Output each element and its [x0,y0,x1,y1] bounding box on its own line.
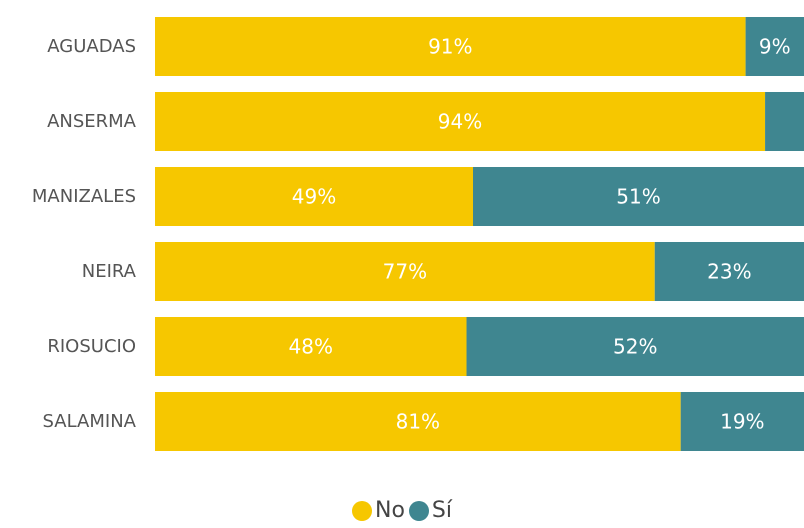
legend-item-si: Sí [408,498,452,523]
data-label-no: 48% [289,335,333,359]
category-label: AGUADAS [47,36,136,57]
data-labels: 91% 9% 94% 49% 51% 77% 23% 48% 52% 81% 19% [289,35,791,434]
data-label-si: 19% [720,410,764,434]
bar-segment-si [765,92,804,151]
bar-segment-si [473,167,804,226]
bar-segment-si [466,317,804,376]
bars [155,17,804,451]
data-label-no: 94% [438,110,482,134]
legend-swatch-si [408,500,429,521]
legend-label-si: Sí [431,498,452,523]
bar-segment-no [155,242,655,301]
bar-segment-no [155,317,467,376]
data-label-si: 51% [616,185,660,209]
bar-segment-si [680,392,804,451]
category-label: ANSERMA [47,111,137,132]
bar-segment-no [155,92,766,151]
legend-swatch-no [352,500,372,521]
bar-segment-si [745,17,804,76]
category-label: RIOSUCIO [47,336,136,357]
data-label-no: 81% [396,410,440,434]
category-labels: AGUADAS ANSERMA MANIZALES NEIRA RIOSUCIO SALA… [32,36,137,432]
category-label: SALAMINA [43,411,137,432]
bar-segment-si [654,242,804,301]
bar-segment-no [155,167,474,226]
legend-label-no: No [375,498,405,523]
category-label: MANIZALES [32,186,136,207]
legend: No Sí [0,498,804,523]
data-label-no: 91% [428,35,472,59]
data-label-si: 52% [613,335,657,359]
legend-item-no: No [352,498,405,523]
data-label-si: 9% [759,35,791,59]
category-label: NEIRA [82,261,137,282]
data-label-no: 77% [383,260,427,284]
bar-segment-no [155,392,681,451]
data-label-si: 23% [707,260,751,284]
bar-segment-no [155,17,746,76]
data-label-no: 49% [292,185,336,209]
